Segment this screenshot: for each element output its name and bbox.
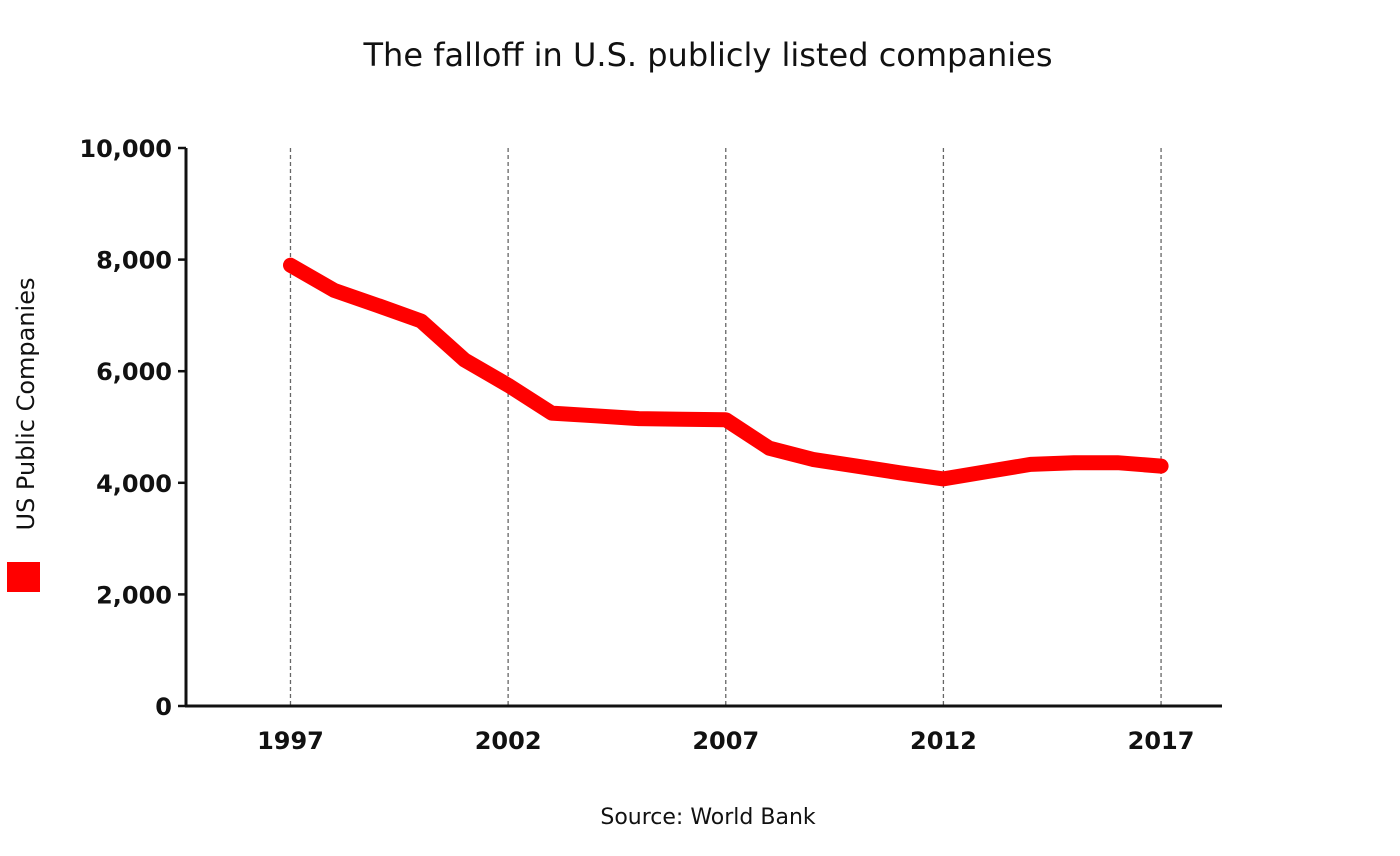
chart-title: The falloff in U.S. publicly listed comp…: [363, 36, 1053, 74]
legend: US Public Companies: [7, 278, 40, 592]
tick-labels: 0 2,000 4,000 6,000 8,000 10,000 1997 2002 2007 2…: [79, 135, 1194, 755]
vertical-gridlines: [289, 148, 1162, 706]
y-axis-label: US Public Companies: [12, 278, 40, 531]
x-tick-label-1997: 1997: [257, 727, 324, 755]
y-tick-label-10,000: 10,000: [79, 135, 172, 163]
chart-source: Source: World Bank: [600, 805, 816, 830]
y-tick-label-0: 0: [155, 693, 172, 721]
x-tick-label-2007: 2007: [692, 727, 759, 755]
y-tick-label-6,000: 6,000: [96, 358, 172, 386]
series-line-0: [283, 257, 1169, 487]
x-tick-label-2002: 2002: [475, 727, 542, 755]
x-tick-label-2012: 2012: [910, 727, 977, 755]
series-layer: [283, 257, 1169, 487]
y-tick-label-4,000: 4,000: [96, 470, 172, 498]
legend-swatch: [7, 562, 40, 592]
x-tick-label-2017: 2017: [1128, 727, 1195, 755]
y-tick-label-8,000: 8,000: [96, 247, 172, 275]
y-tick-label-2,000: 2,000: [96, 581, 172, 609]
axes: [178, 146, 1222, 708]
